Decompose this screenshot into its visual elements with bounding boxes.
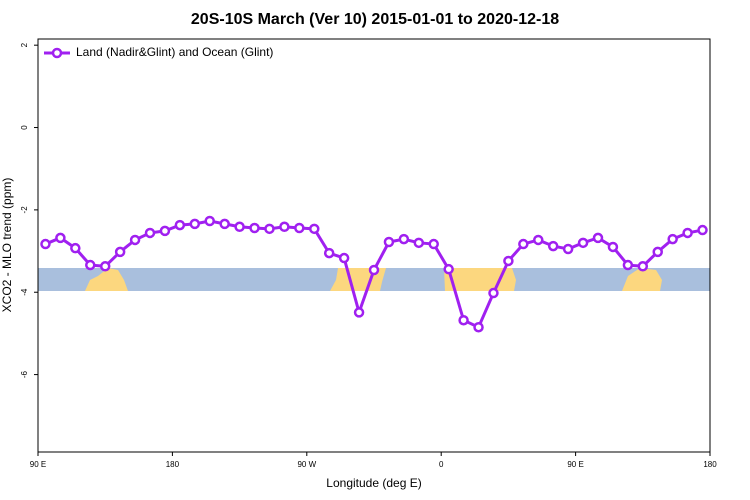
point — [174, 219, 186, 231]
point — [443, 263, 454, 275]
point — [114, 246, 126, 258]
point — [353, 307, 365, 318]
point — [592, 232, 604, 244]
point — [637, 261, 649, 272]
legend-label: Land (Nadir&Glint) and Ocean (Glint) — [76, 45, 273, 59]
point — [533, 234, 544, 246]
x-axis-label: Longitude (deg E) — [326, 476, 421, 490]
plot-frame — [37, 38, 711, 453]
point — [413, 237, 425, 249]
point — [323, 247, 335, 259]
point — [458, 314, 469, 326]
point — [338, 252, 350, 264]
point — [40, 238, 51, 250]
x-tick-label: 90 E — [30, 460, 46, 469]
chart-title: 20S-10S March (Ver 10) 2015-01-01 to 202… — [191, 11, 559, 28]
point — [562, 243, 574, 255]
point — [159, 225, 171, 237]
point — [652, 246, 663, 258]
point — [309, 223, 320, 235]
y-tick-label: 2 — [20, 42, 29, 47]
point — [473, 321, 484, 333]
point — [279, 221, 290, 233]
point — [55, 232, 66, 244]
y-tick-label: -4 — [20, 288, 29, 296]
land-patch — [622, 268, 662, 291]
point — [622, 259, 634, 271]
point — [428, 238, 439, 250]
point — [547, 240, 559, 252]
point — [70, 242, 81, 254]
point — [383, 236, 395, 248]
point — [518, 238, 529, 250]
point — [488, 287, 499, 299]
land-patch — [85, 268, 128, 291]
x-tick-label: 90 W — [297, 460, 316, 469]
x-tick-label: 90 E — [567, 460, 583, 469]
legend-marker — [51, 47, 63, 59]
point — [85, 259, 96, 271]
y-tick-label: -6 — [20, 370, 29, 378]
point — [607, 241, 619, 253]
point — [682, 227, 693, 239]
point — [667, 233, 678, 245]
point — [129, 234, 141, 246]
point — [204, 215, 215, 227]
point — [189, 218, 201, 230]
point — [144, 227, 156, 239]
point — [294, 222, 305, 234]
point — [249, 222, 260, 234]
point — [234, 221, 245, 233]
point — [264, 223, 275, 235]
point — [99, 261, 111, 272]
x-tick-label: 0 — [439, 460, 444, 469]
point — [577, 237, 589, 249]
y-tick-label: -2 — [20, 206, 29, 214]
y-tick-label: 0 — [20, 125, 29, 130]
x-tick-label: 180 — [703, 460, 717, 469]
point — [219, 218, 230, 230]
point — [398, 233, 410, 245]
x-tick-label: 180 — [166, 460, 180, 469]
point — [503, 255, 514, 267]
y-axis-label: XCO2 - MLO trend (ppm) — [0, 178, 14, 313]
point — [697, 224, 708, 236]
point — [368, 264, 380, 276]
